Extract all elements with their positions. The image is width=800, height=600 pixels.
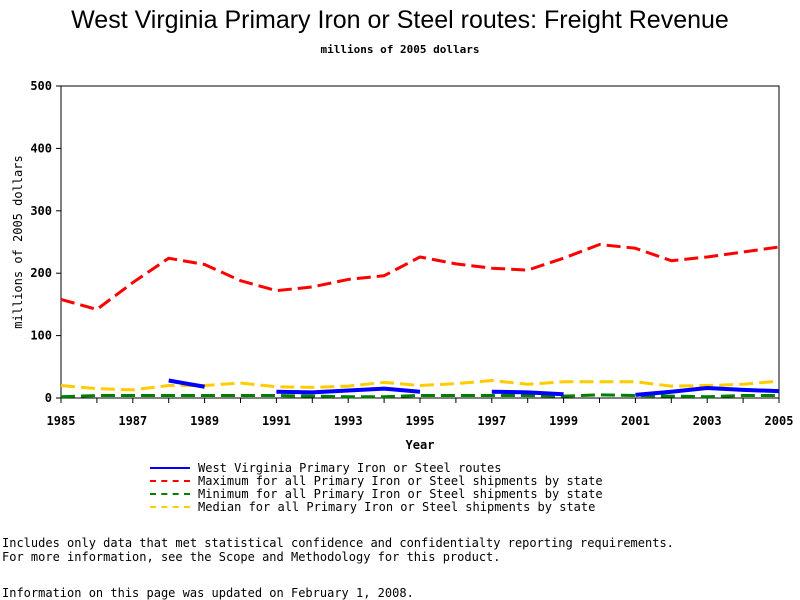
legend-swatch-min bbox=[150, 492, 190, 495]
series-line bbox=[60, 242, 780, 311]
x-tick-label: 1987 bbox=[118, 414, 147, 428]
legend-label: Maximum for all Primary Iron or Steel sh… bbox=[198, 473, 603, 488]
legend: West Virginia Primary Iron or Steel rout… bbox=[150, 460, 603, 514]
x-tick-label: 1999 bbox=[549, 414, 578, 428]
legend-label: Minimum for all Primary Iron or Steel sh… bbox=[198, 486, 603, 501]
legend-item: Minimum for all Primary Iron or Steel sh… bbox=[150, 486, 603, 501]
series-line bbox=[60, 379, 780, 392]
y-tick-label: 200 bbox=[30, 266, 52, 280]
legend-swatch-max bbox=[150, 479, 190, 482]
series-line bbox=[491, 389, 564, 397]
x-tick-label: 2005 bbox=[765, 414, 794, 428]
legend-swatch-median bbox=[150, 505, 190, 508]
series-line bbox=[60, 393, 779, 399]
y-tick-label: 400 bbox=[30, 141, 52, 155]
x-tick-label: 2001 bbox=[621, 414, 650, 428]
x-tick-label: 1991 bbox=[262, 414, 291, 428]
series-line bbox=[635, 386, 780, 397]
series-layer bbox=[60, 242, 780, 399]
chart-title: West Virginia Primary Iron or Steel rout… bbox=[71, 6, 729, 34]
updated-note: Information on this page was updated on … bbox=[2, 586, 414, 600]
y-tick-label: 100 bbox=[30, 329, 52, 343]
x-axis: 1985 1987 1989 1991 1993 1995 1997 1999 2001 2003… bbox=[47, 398, 794, 428]
legend-label: Median for all Primary Iron or Steel shi… bbox=[198, 499, 596, 514]
footnote-line: Includes only data that met statistical … bbox=[2, 536, 674, 550]
footnotes: Includes only data that met statistical … bbox=[2, 536, 674, 564]
y-axis-label: millions of 2005 dollars bbox=[11, 155, 25, 328]
plot-frame bbox=[60, 85, 780, 399]
legend-item: Median for all Primary Iron or Steel shi… bbox=[150, 499, 603, 514]
line-chart: 0 100 200 300 400 500 1985 1987 1989 1991 1993 199… bbox=[11, 79, 794, 452]
y-tick-label: 0 bbox=[45, 391, 52, 405]
x-tick-label: 1985 bbox=[47, 414, 76, 428]
y-tick-label: 500 bbox=[30, 79, 52, 93]
footnote-line: For more information, see the Scope and … bbox=[2, 550, 501, 564]
legend-item: Maximum for all Primary Iron or Steel sh… bbox=[150, 473, 603, 488]
y-tick-label: 300 bbox=[30, 204, 52, 218]
series-line bbox=[168, 378, 205, 389]
legend-item: West Virginia Primary Iron or Steel rout… bbox=[150, 460, 603, 475]
series-line bbox=[276, 386, 421, 395]
legend-label: West Virginia Primary Iron or Steel rout… bbox=[198, 460, 502, 475]
x-tick-label: 1997 bbox=[477, 414, 506, 428]
x-tick-label: 2003 bbox=[693, 414, 722, 428]
x-tick-label: 1989 bbox=[190, 414, 219, 428]
chart-subtitle: millions of 2005 dollars bbox=[320, 43, 480, 56]
y-axis: 0 100 200 300 400 500 bbox=[30, 79, 61, 405]
x-tick-label: 1995 bbox=[406, 414, 435, 428]
x-axis-label: Year bbox=[406, 438, 435, 452]
x-tick-label: 1993 bbox=[334, 414, 363, 428]
legend-swatch-wv bbox=[150, 466, 190, 469]
